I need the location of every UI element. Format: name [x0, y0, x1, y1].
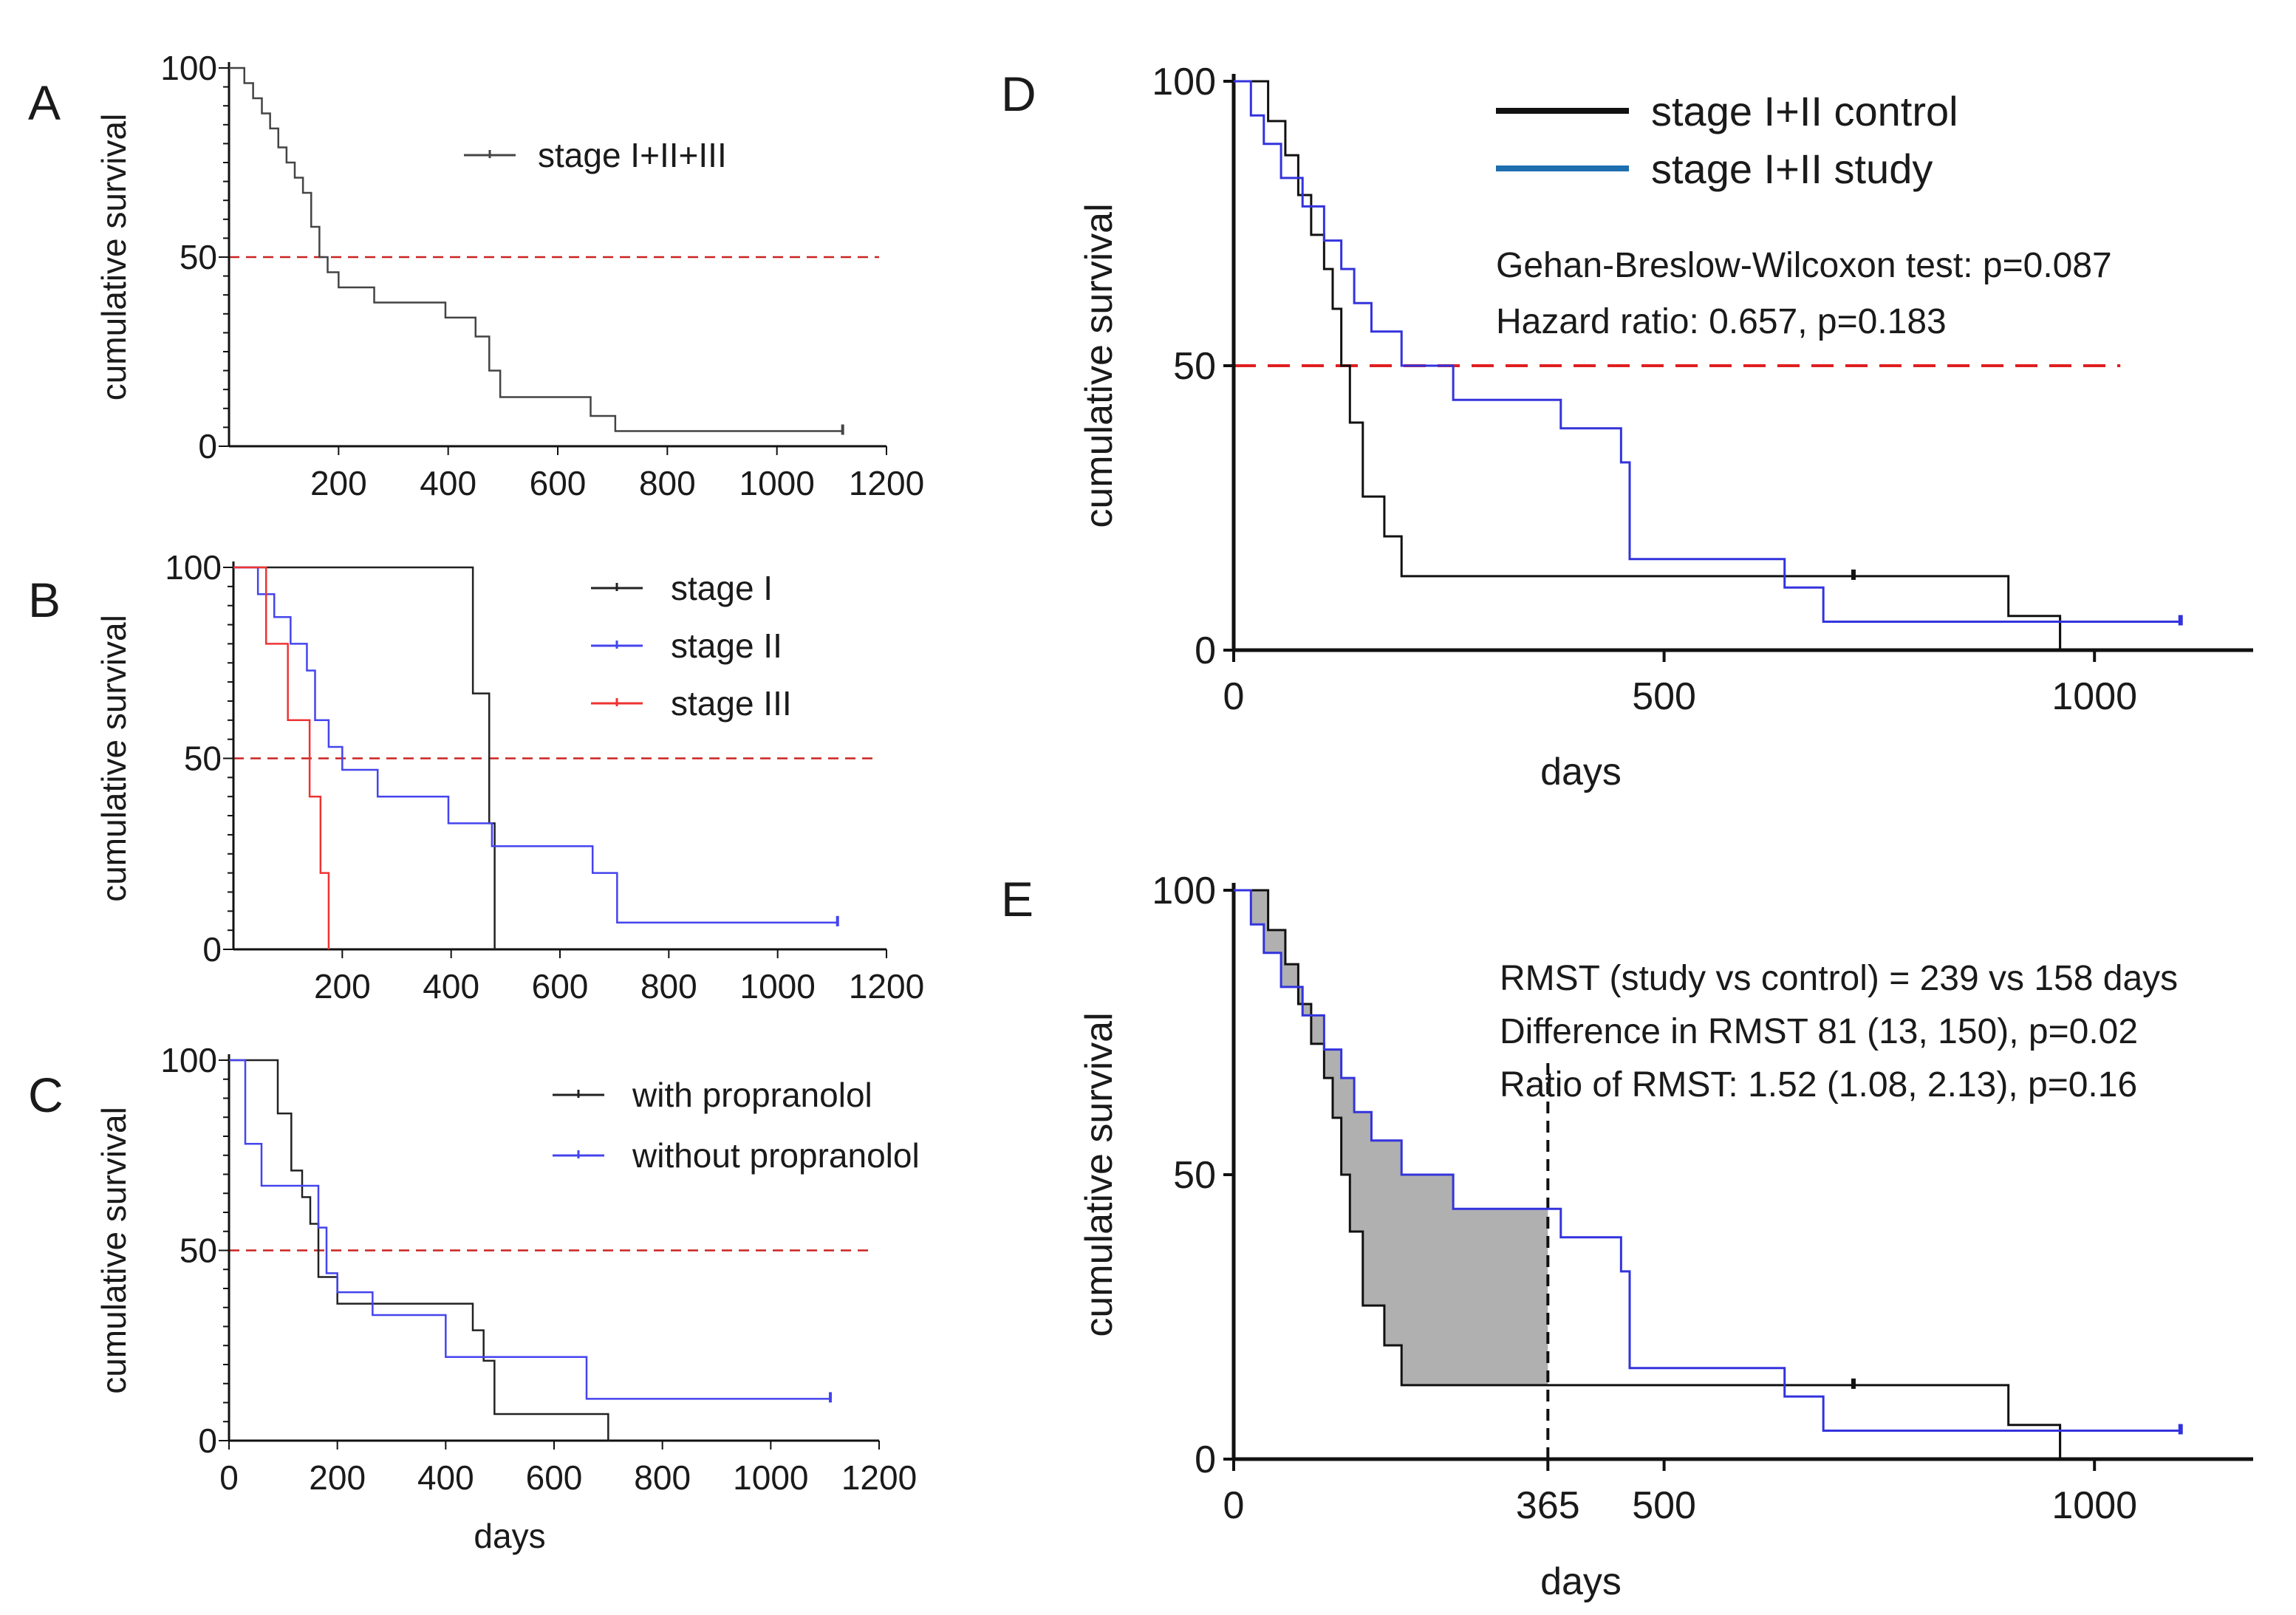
x-axis-label: days [1540, 1560, 1622, 1603]
x-tick-label: 200 [309, 1458, 366, 1497]
x-axis-label: days [474, 1517, 545, 1555]
stat-annotation: Hazard ratio: 0.657, p=0.183 [1496, 302, 1947, 341]
y-tick-label: 0 [1195, 629, 1216, 672]
x-tick-label: 1000 [739, 967, 815, 1005]
survival-curve-stage-iii [233, 566, 330, 949]
survival-curve-without-propranolol [229, 1059, 830, 1400]
stat-annotation: Gehan-Breslow-Wilcoxon test: p=0.087 [1496, 246, 2112, 285]
survival-curve-stage-i [233, 566, 496, 949]
survival-curve-stage-i-ii-study [1234, 80, 2181, 623]
y-tick-label: 0 [202, 930, 222, 969]
y-axis-label: cumulative survival [95, 1107, 133, 1394]
x-tick-label: 1200 [849, 464, 924, 502]
x-tick-label: 1200 [841, 1458, 917, 1497]
y-axis-label: cumulative survival [1078, 203, 1121, 527]
y-tick-label: 50 [1173, 345, 1216, 388]
legend-label: stage I+II+III [538, 136, 727, 174]
y-tick-label: 50 [184, 740, 222, 778]
survival-curve-stage-ii [233, 566, 838, 924]
survival-curve-stage-i-ii-study [1234, 889, 2181, 1432]
x-tick-label: 0 [219, 1458, 239, 1497]
y-tick-label: 0 [198, 427, 217, 465]
x-tick-label: 600 [532, 967, 589, 1005]
x-tick-label: 800 [639, 464, 696, 502]
x-tick-label: 200 [310, 464, 367, 502]
legend-label: stage II [671, 626, 782, 665]
y-tick-label: 50 [1173, 1154, 1216, 1197]
legend-label: stage I+II study [1651, 146, 1933, 192]
x-tick-label: 1000 [733, 1458, 808, 1497]
x-tick-label: 365 [1516, 1484, 1580, 1527]
rmst-shaded-area [1234, 890, 1548, 1385]
y-tick-label: 100 [160, 1041, 217, 1079]
stat-annotation: RMST (study vs control) = 239 vs 158 day… [1500, 959, 2178, 998]
y-tick-label: 50 [180, 238, 217, 276]
stat-annotation: Ratio of RMST: 1.52 (1.08, 2.13), p=0.16 [1500, 1065, 2137, 1104]
x-tick-label: 600 [526, 1458, 583, 1497]
x-tick-label: 1000 [739, 464, 814, 502]
y-tick-label: 100 [1152, 61, 1216, 103]
x-tick-label: 400 [423, 967, 479, 1005]
x-tick-label: 500 [1632, 1484, 1696, 1527]
legend-label: with propranolol [632, 1076, 872, 1114]
survival-curve-stage-i-ii-iii [229, 66, 843, 432]
survival-curve-stage-i-ii-control [1234, 889, 2062, 1459]
x-tick-label: 0 [1223, 1484, 1245, 1527]
x-tick-label: 1000 [2051, 675, 2137, 718]
x-tick-label: 0 [1223, 675, 1245, 718]
survival-curve-with-propranolol [229, 1059, 609, 1441]
survival-curve-stage-i-ii-control [1234, 80, 2062, 650]
x-tick-label: 800 [640, 967, 697, 1005]
y-axis-label: cumulative survival [95, 615, 133, 902]
panel-letter: A [28, 75, 61, 130]
panel-b: B 0 50 100 200 400 600 800 1000 1200 cumulative su… [28, 548, 924, 1005]
panel-letter: B [28, 573, 61, 627]
stat-annotation: Difference in RMST 81 (13, 150), p=0.02 [1500, 1012, 2138, 1051]
y-tick-label: 0 [1195, 1438, 1216, 1481]
y-tick-label: 0 [198, 1421, 217, 1460]
legend-label: without propranolol [632, 1136, 920, 1175]
x-tick-label: 1200 [849, 967, 924, 1005]
panel-a: A 0 50 100 200 400 600 800 1000 1200 cumulative su… [28, 49, 924, 502]
y-tick-label: 100 [165, 548, 222, 587]
y-tick-label: 100 [160, 49, 217, 87]
x-tick-label: 400 [420, 464, 476, 502]
legend-label: stage I+II control [1651, 88, 1958, 134]
panel-letter: D [1001, 66, 1036, 121]
y-axis-label: cumulative survival [95, 114, 133, 401]
x-axis-label: days [1540, 751, 1622, 793]
y-axis-label: cumulative survival [1078, 1012, 1121, 1336]
legend-label: stage III [671, 684, 792, 723]
x-tick-label: 600 [530, 464, 587, 502]
x-tick-label: 800 [634, 1458, 691, 1497]
legend-label: stage I [671, 569, 773, 607]
x-tick-label: 500 [1632, 675, 1696, 718]
panel-letter: E [1001, 872, 1033, 926]
y-tick-label: 50 [180, 1232, 217, 1270]
y-tick-label: 100 [1152, 870, 1216, 912]
x-tick-label: 200 [314, 967, 371, 1005]
panel-letter: C [28, 1068, 64, 1122]
x-tick-label: 1000 [2051, 1484, 2137, 1527]
x-tick-label: 400 [417, 1458, 474, 1497]
